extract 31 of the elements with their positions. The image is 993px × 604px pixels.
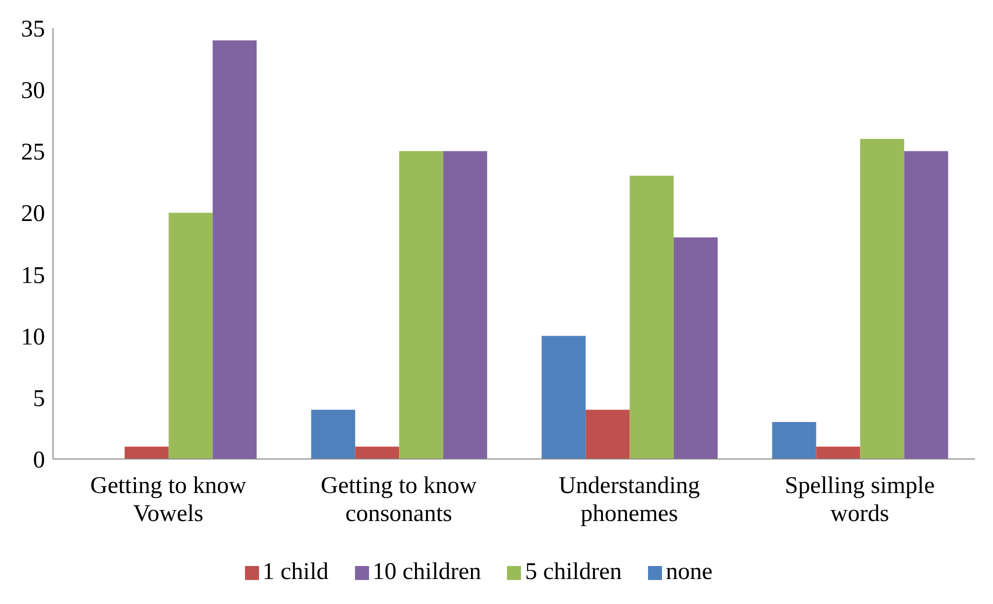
x-tick-label: Getting to know Vowels — [90, 473, 247, 527]
bar — [904, 151, 948, 459]
y-tick-label: 5 — [33, 386, 45, 412]
bar — [816, 446, 860, 459]
y-tick-label: 10 — [21, 324, 45, 350]
legend-label: 1 child — [262, 559, 329, 585]
x-tick-label: Understanding phonemes — [558, 473, 700, 527]
bar — [124, 446, 169, 459]
bar — [399, 151, 444, 459]
y-tick-label: 30 — [21, 78, 45, 104]
bar — [443, 151, 488, 459]
bar — [630, 176, 674, 459]
bar — [212, 40, 257, 459]
bar — [860, 138, 904, 459]
y-tick-label: 15 — [21, 262, 45, 289]
legend-label: 10 children — [372, 559, 482, 585]
y-tick-label: 20 — [21, 201, 45, 228]
y-tick-label: 35 — [21, 16, 45, 43]
x-tick-label: Spelling simple words — [784, 473, 935, 527]
bar — [542, 336, 586, 459]
y-tick-label: 0 — [33, 448, 45, 474]
y-tick-label: 25 — [21, 140, 45, 166]
bar — [311, 410, 356, 459]
x-tick-label: Getting to know consonants — [320, 473, 478, 527]
bar — [355, 446, 400, 459]
legend-label: none — [666, 559, 712, 585]
legend-label: 5 children — [525, 559, 622, 585]
bar — [674, 237, 718, 459]
bar — [168, 212, 213, 459]
bar — [772, 422, 816, 459]
bar — [586, 410, 630, 459]
